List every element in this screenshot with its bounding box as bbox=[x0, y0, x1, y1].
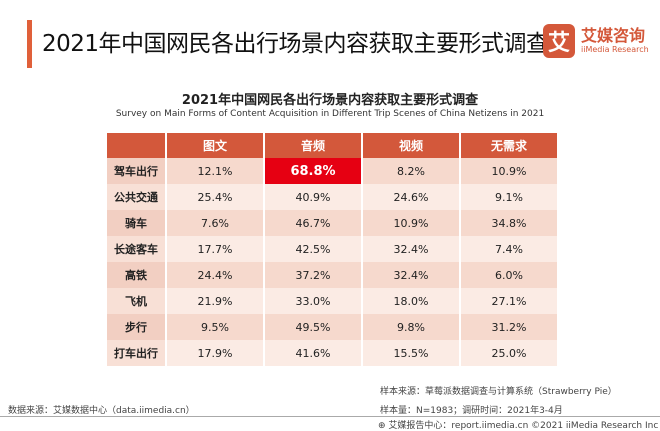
column-header: 视频 bbox=[363, 133, 459, 158]
table-cell: 24.4% bbox=[167, 262, 263, 288]
table-row: 驾车出行 12.1% 68.8% 8.2% 10.9% bbox=[107, 158, 557, 184]
table-row: 飞机 21.9% 33.0% 18.0% 27.1% bbox=[107, 288, 557, 314]
table-cell: 17.7% bbox=[167, 236, 263, 262]
column-header: 图文 bbox=[167, 133, 263, 158]
column-header: 音频 bbox=[265, 133, 361, 158]
table-cell: 8.2% bbox=[363, 158, 459, 184]
table-cell: 18.0% bbox=[363, 288, 459, 314]
logo: 艾 艾媒咨询 iiMedia Research bbox=[543, 24, 649, 58]
column-header bbox=[107, 133, 165, 158]
table-cell: 49.5% bbox=[265, 314, 361, 340]
table-row: 骑车 7.6% 46.7% 10.9% 34.8% bbox=[107, 210, 557, 236]
data-table: 图文 音频 视频 无需求 驾车出行 12.1% 68.8% 8.2% 10.9% 公共交通 25.… bbox=[105, 133, 559, 366]
logo-cn: 艾媒咨询 bbox=[581, 26, 646, 45]
table-row: 高铁 24.4% 37.2% 32.4% 6.0% bbox=[107, 262, 557, 288]
table-cell: 32.4% bbox=[363, 262, 459, 288]
table-cell: 12.1% bbox=[167, 158, 263, 184]
table-cell: 68.8% bbox=[265, 158, 361, 184]
table-cell: 24.6% bbox=[363, 184, 459, 210]
table-row: 长途客车 17.7% 42.5% 32.4% 7.4% bbox=[107, 236, 557, 262]
table-row: 步行 9.5% 49.5% 9.8% 31.2% bbox=[107, 314, 557, 340]
table-row: 打车出行 17.9% 41.6% 15.5% 25.0% bbox=[107, 340, 557, 366]
row-label: 打车出行 bbox=[107, 340, 165, 366]
table-cell: 37.2% bbox=[265, 262, 361, 288]
table-cell: 41.6% bbox=[265, 340, 361, 366]
table-cell: 21.9% bbox=[167, 288, 263, 314]
row-label: 长途客车 bbox=[107, 236, 165, 262]
column-header: 无需求 bbox=[461, 133, 557, 158]
table-cell: 10.9% bbox=[461, 158, 557, 184]
footer-divider bbox=[0, 416, 660, 417]
report-credit: ⊕ 艾媒报告中心：report.iimedia.cn ©2021 iiMedia… bbox=[378, 421, 659, 431]
table-cell: 7.6% bbox=[167, 210, 263, 236]
page-title: 2021年中国网民各出行场景内容获取主要形式调查 bbox=[42, 31, 549, 57]
row-label: 驾车出行 bbox=[107, 158, 165, 184]
table-cell: 40.9% bbox=[265, 184, 361, 210]
sample-size: 样本量：N=1983；调研时间：2021年3-4月 bbox=[380, 406, 563, 416]
table-cell: 9.1% bbox=[461, 184, 557, 210]
logo-mark-icon: 艾 bbox=[543, 24, 575, 58]
table-cell: 6.0% bbox=[461, 262, 557, 288]
row-label: 骑车 bbox=[107, 210, 165, 236]
table-cell: 33.0% bbox=[265, 288, 361, 314]
table-cell: 7.4% bbox=[461, 236, 557, 262]
table-cell: 25.0% bbox=[461, 340, 557, 366]
table-title: 2021年中国网民各出行场景内容获取主要形式调查 bbox=[181, 93, 479, 108]
table-cell: 27.1% bbox=[461, 288, 557, 314]
table-cell: 31.2% bbox=[461, 314, 557, 340]
title-accent-bar bbox=[27, 20, 32, 68]
row-label: 飞机 bbox=[107, 288, 165, 314]
row-label: 步行 bbox=[107, 314, 165, 340]
table-cell: 15.5% bbox=[363, 340, 459, 366]
sample-source: 样本来源：草莓派数据调查与计算系统（Strawberry Pie） bbox=[380, 387, 617, 397]
table-cell: 46.7% bbox=[265, 210, 361, 236]
row-label: 公共交通 bbox=[107, 184, 165, 210]
table-cell: 42.5% bbox=[265, 236, 361, 262]
table-cell: 9.8% bbox=[363, 314, 459, 340]
table-cell: 32.4% bbox=[363, 236, 459, 262]
table-cell: 34.8% bbox=[461, 210, 557, 236]
report-text: 艾媒报告中心：report.iimedia.cn ©2021 iiMedia R… bbox=[388, 421, 659, 431]
table-cell: 25.4% bbox=[167, 184, 263, 210]
table-cell: 9.5% bbox=[167, 314, 263, 340]
table-cell: 10.9% bbox=[363, 210, 459, 236]
data-source: 数据来源：艾媒数据中心（data.iimedia.cn） bbox=[8, 406, 195, 416]
table-subtitle: Survey on Main Forms of Content Acquisit… bbox=[115, 109, 545, 119]
table-row: 公共交通 25.4% 40.9% 24.6% 9.1% bbox=[107, 184, 557, 210]
table-cell: 17.9% bbox=[167, 340, 263, 366]
row-label: 高铁 bbox=[107, 262, 165, 288]
logo-en: iiMedia Research bbox=[581, 45, 649, 54]
